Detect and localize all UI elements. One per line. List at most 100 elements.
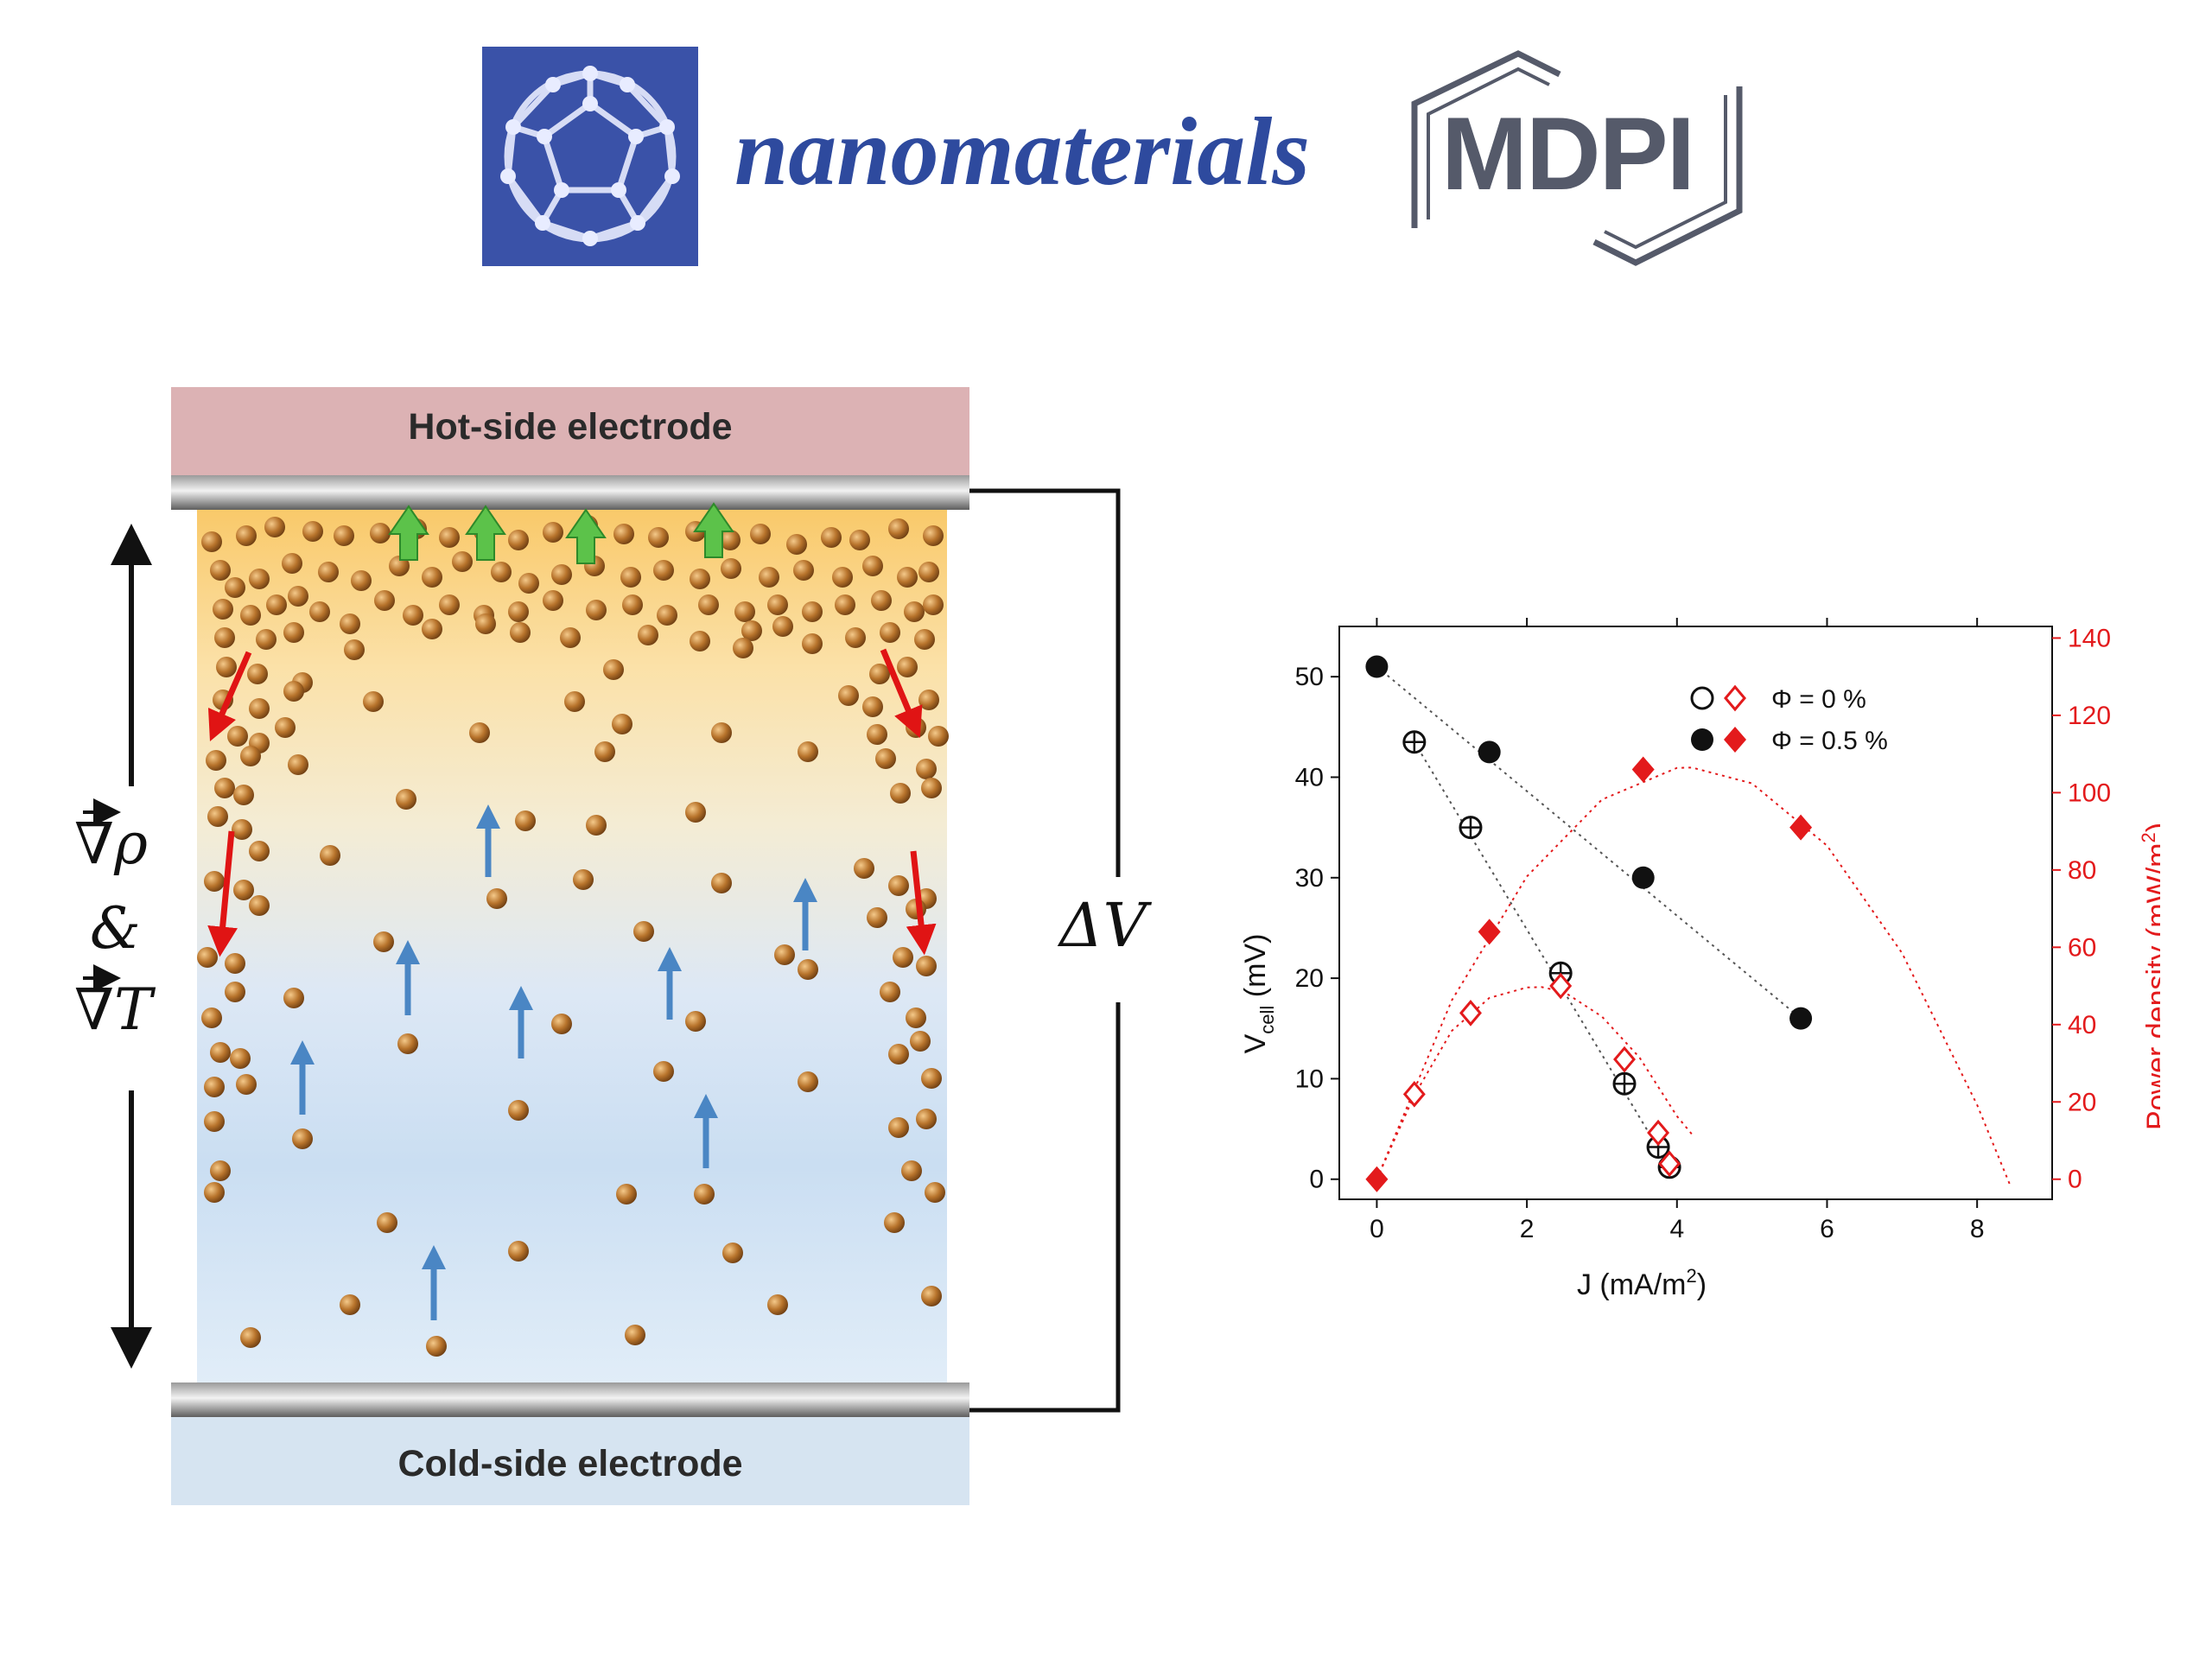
nanoparticle bbox=[204, 1182, 225, 1203]
nanoparticle bbox=[802, 601, 823, 622]
nanoparticle bbox=[918, 690, 939, 710]
nanoparticle bbox=[396, 789, 416, 810]
nanoparticle bbox=[802, 633, 823, 654]
nanoparticle bbox=[871, 590, 892, 611]
nanoparticle bbox=[622, 594, 643, 615]
nanoparticle bbox=[469, 722, 490, 743]
nanoparticle bbox=[925, 1182, 945, 1203]
nanoparticle bbox=[869, 664, 890, 684]
nanoparticle bbox=[845, 627, 866, 648]
nanoparticle bbox=[838, 685, 859, 706]
nanoparticle bbox=[616, 1184, 637, 1205]
chart-fit-lines bbox=[1376, 665, 2012, 1188]
plot-frame bbox=[1338, 626, 2053, 1200]
nanoparticle bbox=[201, 1007, 222, 1028]
nanoparticle bbox=[508, 601, 529, 622]
y-left-tick-label: 40 bbox=[1295, 763, 1324, 791]
nanoparticle bbox=[711, 722, 732, 743]
x-tick-label: 6 bbox=[1820, 1215, 1834, 1243]
nanoparticle bbox=[653, 1061, 674, 1082]
nanoparticle bbox=[620, 567, 641, 588]
flow-arrows bbox=[207, 502, 937, 1320]
journal-logo bbox=[482, 47, 698, 266]
nanoparticle bbox=[690, 631, 710, 652]
data-point bbox=[1459, 1000, 1482, 1027]
data-point bbox=[1631, 756, 1655, 783]
data-point bbox=[1402, 1080, 1426, 1108]
nanoparticle bbox=[906, 1007, 926, 1028]
nanoparticle bbox=[236, 525, 257, 546]
nanoparticle bbox=[452, 551, 473, 572]
nanoparticle bbox=[884, 1212, 905, 1233]
data-point bbox=[1631, 866, 1655, 889]
nanoparticle bbox=[508, 1241, 529, 1262]
nanoparticle bbox=[439, 594, 460, 615]
y-left-tick-label: 50 bbox=[1295, 663, 1324, 691]
nanoparticle bbox=[320, 845, 340, 866]
nanoparticle bbox=[403, 605, 423, 626]
nanoparticle bbox=[921, 778, 942, 798]
data-point bbox=[1612, 1071, 1637, 1096]
data-point bbox=[1647, 1119, 1670, 1147]
y-right-tick-label: 40 bbox=[2068, 1011, 2096, 1039]
nanoparticle bbox=[875, 748, 896, 769]
nanoparticle bbox=[283, 681, 304, 702]
chart-legend: Φ = 0 % Φ = 0.5 % bbox=[1690, 684, 1888, 755]
x-tick-label: 2 bbox=[1520, 1215, 1535, 1243]
nanoparticle bbox=[888, 518, 909, 539]
nanoparticle bbox=[560, 627, 581, 648]
green-up-arrow bbox=[565, 508, 607, 564]
nanoparticle bbox=[690, 569, 710, 589]
nanoparticle bbox=[318, 562, 339, 582]
x-axis-label: J (mA/m2) bbox=[1577, 1265, 1707, 1301]
nanoparticle bbox=[612, 714, 632, 734]
nanoparticle bbox=[510, 622, 531, 643]
power-fit-curve bbox=[1376, 986, 1693, 1180]
nanoparticle bbox=[551, 1014, 572, 1034]
nanoparticle bbox=[625, 1325, 645, 1345]
legend-diamond-marker bbox=[1724, 727, 1746, 753]
nanoparticle bbox=[236, 1074, 257, 1095]
nanoparticle bbox=[694, 1184, 715, 1205]
nanoparticle bbox=[888, 1044, 909, 1065]
nanoparticle bbox=[916, 1109, 937, 1129]
nanoparticle bbox=[309, 601, 330, 622]
y-left-tick-label: 30 bbox=[1295, 864, 1324, 893]
nanoparticle bbox=[798, 741, 818, 762]
nanoparticle bbox=[292, 1128, 313, 1149]
temperature-gradient-label: ∇T bbox=[74, 976, 153, 1043]
nanoparticle bbox=[564, 691, 585, 712]
nanoparticle bbox=[213, 599, 233, 620]
y-right-tick-label: 20 bbox=[2068, 1088, 2096, 1116]
nanoparticle bbox=[750, 524, 771, 544]
red-arrow bbox=[880, 648, 923, 739]
nanoparticle bbox=[249, 841, 270, 861]
nanoparticle bbox=[240, 1327, 261, 1348]
nanoparticle bbox=[594, 741, 615, 762]
nanoparticle bbox=[916, 759, 937, 779]
legend-circle-marker bbox=[1691, 728, 1713, 751]
nanoparticle bbox=[854, 858, 874, 879]
x-tick-label: 4 bbox=[1669, 1215, 1684, 1243]
red-arrow bbox=[906, 850, 937, 956]
nanoparticle bbox=[786, 534, 807, 555]
nanoparticle bbox=[914, 629, 935, 650]
nanoparticle bbox=[685, 802, 706, 823]
nanoparticle bbox=[275, 717, 296, 738]
nanoparticle bbox=[282, 553, 302, 574]
nanoparticle bbox=[249, 569, 270, 589]
nanoparticle bbox=[515, 810, 536, 831]
data-point bbox=[1365, 1166, 1389, 1192]
nanoparticle bbox=[264, 517, 285, 537]
nanoparticle bbox=[586, 600, 607, 620]
nanofluid-cell bbox=[197, 510, 947, 1382]
nanoparticle bbox=[897, 567, 918, 588]
nanoparticle bbox=[821, 527, 842, 548]
nanoparticle bbox=[921, 1068, 942, 1089]
nanoparticle bbox=[370, 523, 391, 543]
nanoparticle bbox=[733, 638, 753, 658]
fullerene-icon bbox=[500, 66, 680, 246]
data-point bbox=[1658, 1150, 1681, 1178]
nanoparticle bbox=[573, 869, 594, 890]
